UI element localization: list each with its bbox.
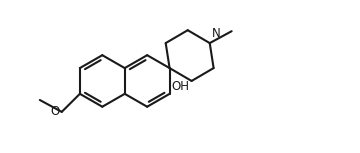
Text: OH: OH [172,80,190,93]
Text: methoxy: methoxy [36,97,42,98]
Text: N: N [212,27,220,40]
Text: O: O [50,105,60,118]
